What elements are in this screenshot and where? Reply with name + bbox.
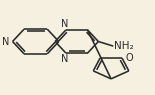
Text: N: N: [61, 19, 68, 29]
Text: NH₂: NH₂: [114, 41, 133, 51]
Text: O: O: [125, 53, 133, 63]
Text: N: N: [61, 54, 68, 64]
Text: N: N: [2, 36, 10, 47]
